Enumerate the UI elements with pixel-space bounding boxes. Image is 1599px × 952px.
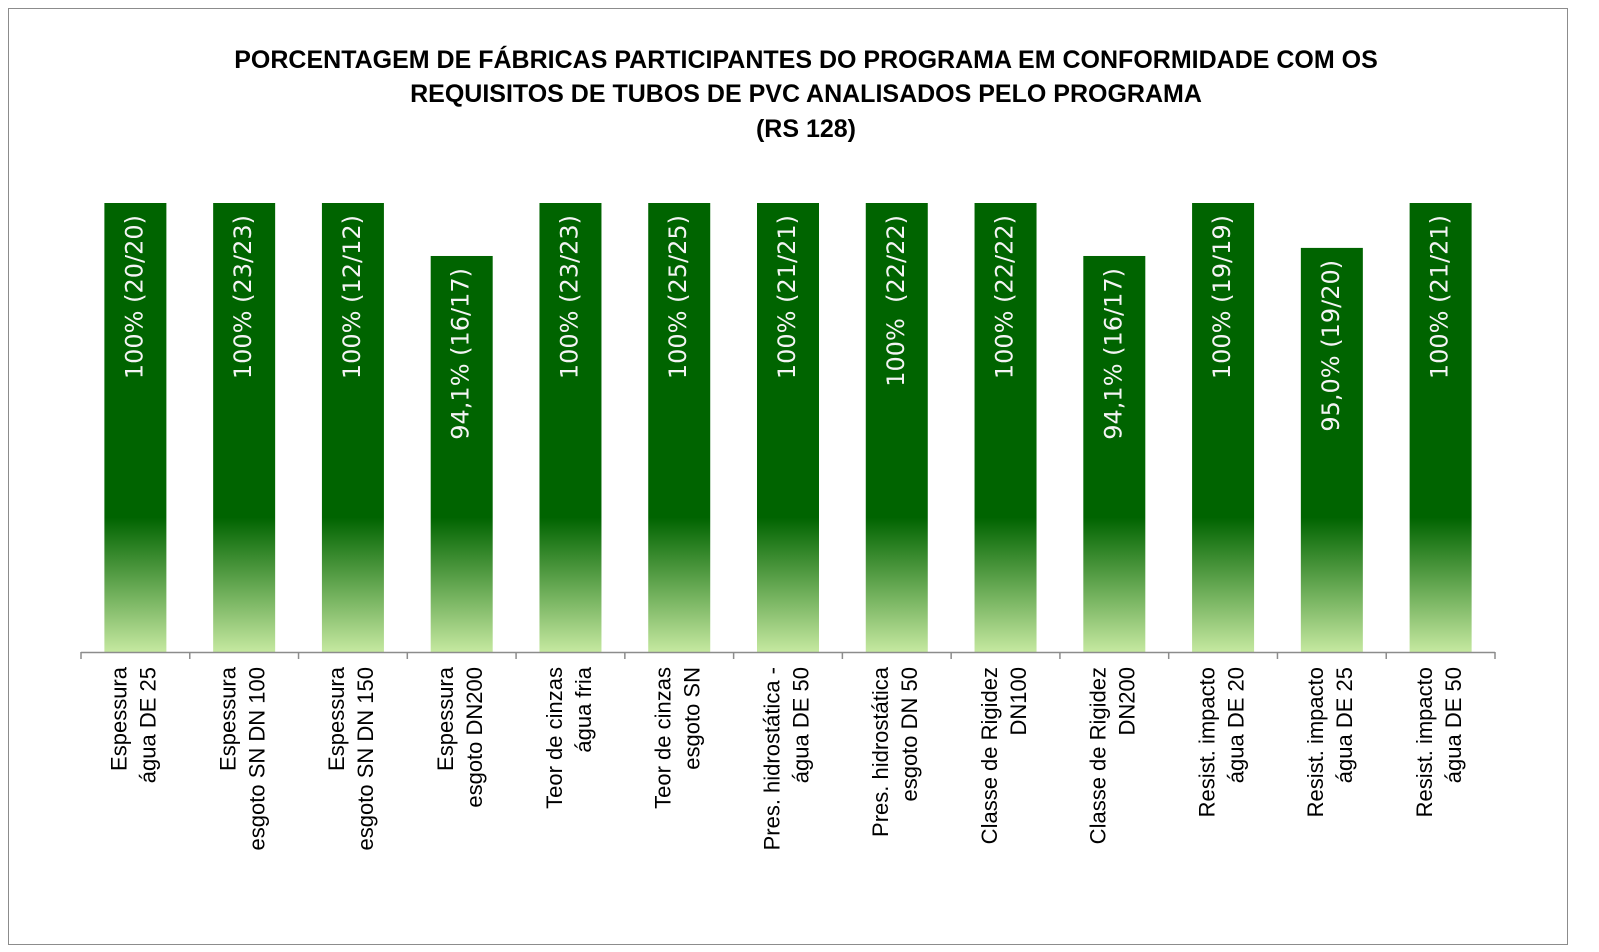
x-tick-label: Espessura [433, 666, 458, 771]
x-tick-label: esgoto SN DN 150 [353, 667, 378, 850]
data-label: 95,0% (19/20) [1317, 260, 1345, 432]
x-tick-label: Espessura [107, 666, 132, 771]
data-label: 100% (22/22) [882, 215, 910, 387]
x-tick-label: Resist. impacto [1412, 667, 1437, 817]
data-label: 94,1% (16/17) [447, 268, 475, 440]
bar [104, 203, 167, 652]
data-label: 94,1% (16/17) [1099, 268, 1127, 440]
bar [1083, 255, 1146, 652]
chart-frame [8, 8, 1568, 945]
data-label: 100% (20/20) [120, 215, 148, 379]
bar [213, 203, 276, 652]
x-tick-label: Pres. hidrostática - [759, 667, 784, 850]
x-tick-label: água DE 20 [1223, 667, 1248, 783]
x-tick-label: água DE 50 [788, 667, 813, 783]
bar [1300, 247, 1363, 652]
bar [430, 255, 493, 652]
data-label: 100% (23/23) [555, 215, 583, 379]
x-tick-label: Espessura [324, 666, 349, 771]
x-tick-label: Resist. impacto [1194, 667, 1219, 817]
x-tick-label: esgoto DN 50 [897, 667, 922, 802]
x-tick-label: Classe de Rigidez [1086, 667, 1111, 844]
bar [757, 203, 819, 652]
x-tick-label: Classe de Rigidez [977, 667, 1002, 844]
chart-title: PORCENTAGEM DE FÁBRICAS PARTICIPANTES DO… [234, 45, 1378, 74]
data-label: 100% (22/22) [991, 215, 1019, 379]
bar [1192, 203, 1255, 652]
x-tick-label: esgoto SN [680, 667, 705, 770]
chart-title: REQUISITOS DE TUBOS DE PVC ANALISADOS PE… [410, 80, 1202, 108]
bar [539, 203, 602, 652]
x-tick-label: água DE 50 [1441, 667, 1466, 783]
data-label: 100% (25/25) [664, 215, 692, 379]
x-tick-label: Teor de cinzas [542, 667, 567, 809]
data-label: 100% (12/12) [338, 215, 366, 379]
x-tick-label: DN100 [1006, 667, 1031, 735]
x-tick-label: Espessura [215, 666, 240, 771]
x-tick-label: Teor de cinzas [651, 667, 676, 809]
chart-subtitle: (RS 128) [756, 115, 856, 143]
bar [865, 203, 928, 652]
x-tick-label: água DE 25 [136, 667, 161, 783]
x-tick-label: DN200 [1115, 667, 1140, 735]
data-label: 100% (21/21) [773, 215, 801, 379]
x-tick-label: água fria [571, 666, 596, 752]
bar [974, 203, 1037, 652]
x-tick-label: Resist. impacto [1303, 667, 1328, 817]
x-tick-label: Pres. hidrostática [868, 666, 893, 837]
data-label: 100% (23/23) [229, 215, 257, 379]
bar [321, 203, 384, 652]
data-label: 100% (21/21) [1426, 215, 1454, 379]
x-tick-label: esgoto DN200 [462, 667, 487, 808]
x-tick-label: esgoto SN DN 100 [244, 667, 269, 850]
data-label: 100% (19/19) [1208, 215, 1236, 379]
x-tick-label: água DE 25 [1332, 667, 1357, 783]
bar [648, 203, 711, 652]
bar [1409, 203, 1472, 652]
